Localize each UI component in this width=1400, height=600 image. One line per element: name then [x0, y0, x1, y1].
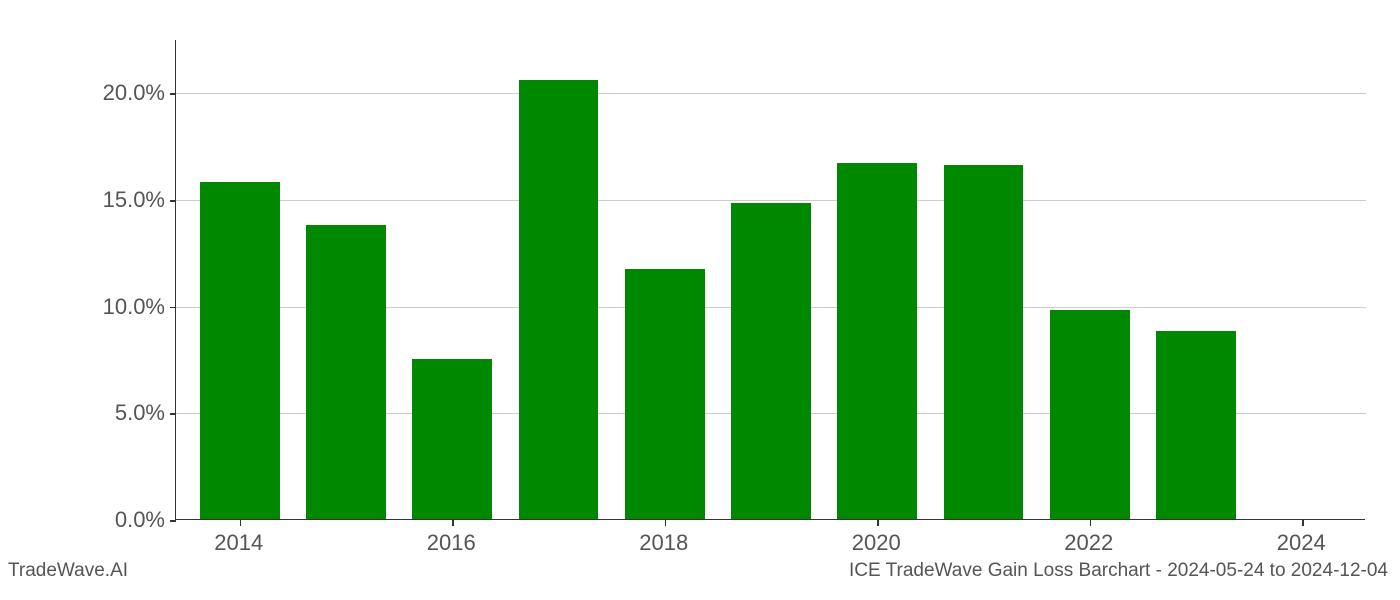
- gridline: [176, 93, 1366, 94]
- x-tick-mark: [665, 520, 667, 526]
- x-tick-label: 2024: [1277, 530, 1326, 556]
- x-tick-mark: [1090, 520, 1092, 526]
- bar: [306, 225, 386, 519]
- y-tick-mark: [170, 200, 176, 202]
- x-tick-label: 2022: [1064, 530, 1113, 556]
- x-tick-label: 2020: [852, 530, 901, 556]
- x-tick-mark: [240, 520, 242, 526]
- x-tick-label: 2018: [639, 530, 688, 556]
- bar: [731, 203, 811, 519]
- bar: [837, 163, 917, 519]
- y-tick-label: 0.0%: [85, 507, 165, 533]
- footer-right-text: ICE TradeWave Gain Loss Barchart - 2024-…: [849, 560, 1388, 582]
- y-tick-mark: [170, 307, 176, 309]
- y-tick-mark: [170, 413, 176, 415]
- x-tick-label: 2014: [214, 530, 263, 556]
- footer-left-text: TradeWave.AI: [8, 560, 128, 582]
- bar: [412, 359, 492, 519]
- bar: [200, 182, 280, 519]
- plot-area: [175, 40, 1365, 520]
- y-tick-mark: [170, 93, 176, 95]
- bar: [625, 269, 705, 519]
- bar: [1156, 331, 1236, 519]
- x-tick-label: 2016: [427, 530, 476, 556]
- y-tick-mark: [170, 520, 176, 522]
- chart-container: [175, 40, 1365, 520]
- bar: [519, 80, 599, 519]
- y-tick-label: 10.0%: [85, 294, 165, 320]
- bar: [944, 165, 1024, 519]
- x-tick-mark: [452, 520, 454, 526]
- x-tick-mark: [1302, 520, 1304, 526]
- gridline: [176, 200, 1366, 201]
- y-tick-label: 20.0%: [85, 80, 165, 106]
- y-tick-label: 5.0%: [85, 400, 165, 426]
- bar: [1050, 310, 1130, 519]
- x-tick-mark: [877, 520, 879, 526]
- y-tick-label: 15.0%: [85, 187, 165, 213]
